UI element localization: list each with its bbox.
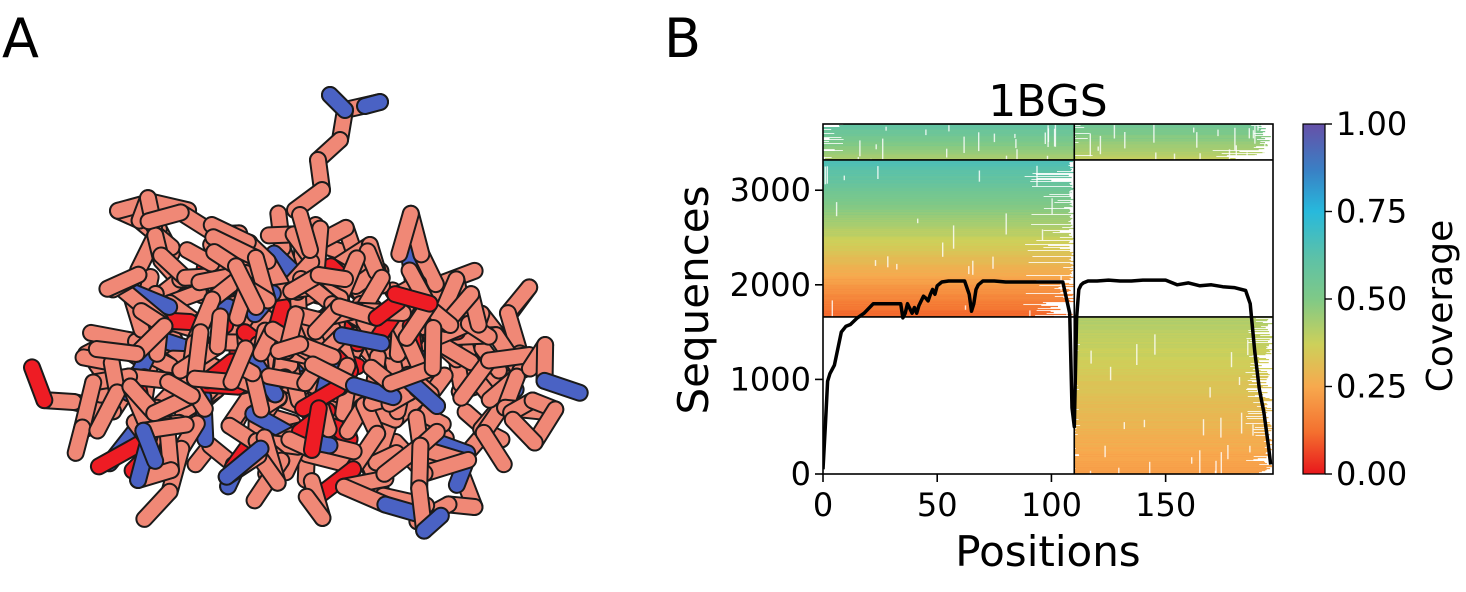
- x-tick-label: 0: [813, 486, 833, 524]
- colorbar-ticks: 0.00 0.25 0.50 0.75 1.00: [1325, 105, 1407, 493]
- colorbar-tick-label: 1.00: [1336, 105, 1407, 143]
- y-axis-label: Sequences: [669, 185, 718, 414]
- heatmap-block-top-right: [1074, 124, 1271, 171]
- x-tick-label: 150: [1135, 486, 1196, 524]
- colorbar-gradient: [1302, 123, 1326, 475]
- coverage-curve: [823, 278, 1273, 470]
- heatmap-block-middle-left: [823, 159, 1075, 332]
- colorbar-tick-label: 0.25: [1336, 368, 1407, 406]
- plot-frame: [822, 123, 1274, 475]
- y-tick-label: 0: [791, 455, 811, 493]
- y-axis-ticks: 0 1000 2000 3000: [730, 171, 823, 493]
- colorbar-tick-label: 0.50: [1336, 280, 1407, 318]
- colorbar: 0.00 0.25 0.50 0.75 1.00 Coverage: [1302, 105, 1461, 493]
- panel-label-a: A: [2, 7, 39, 70]
- x-tick-label: 100: [1021, 486, 1082, 524]
- y-tick-label: 2000: [730, 266, 811, 304]
- coverage-heatmap-chart: 1BGS 0 50 100 150 0 1000 2000 3000 Positions S…: [669, 76, 1274, 576]
- panel-label-b: B: [664, 7, 702, 70]
- x-tick-label: 50: [917, 486, 958, 524]
- x-axis-label: Positions: [955, 527, 1140, 576]
- x-axis-ticks: 0 50 100 150: [813, 474, 1196, 524]
- colorbar-tick-label: 0.75: [1336, 193, 1407, 231]
- colorbar-label: Coverage: [1420, 220, 1461, 392]
- y-tick-label: 1000: [730, 360, 811, 398]
- molecular-structure-illustration: [23, 86, 589, 540]
- chart-title: 1BGS: [988, 76, 1107, 127]
- colorbar-tick-label: 0.00: [1336, 455, 1407, 493]
- heatmap-blocks: [823, 124, 1273, 474]
- y-tick-label: 3000: [730, 171, 811, 209]
- heatmap-block-bottom-right: [1074, 317, 1273, 474]
